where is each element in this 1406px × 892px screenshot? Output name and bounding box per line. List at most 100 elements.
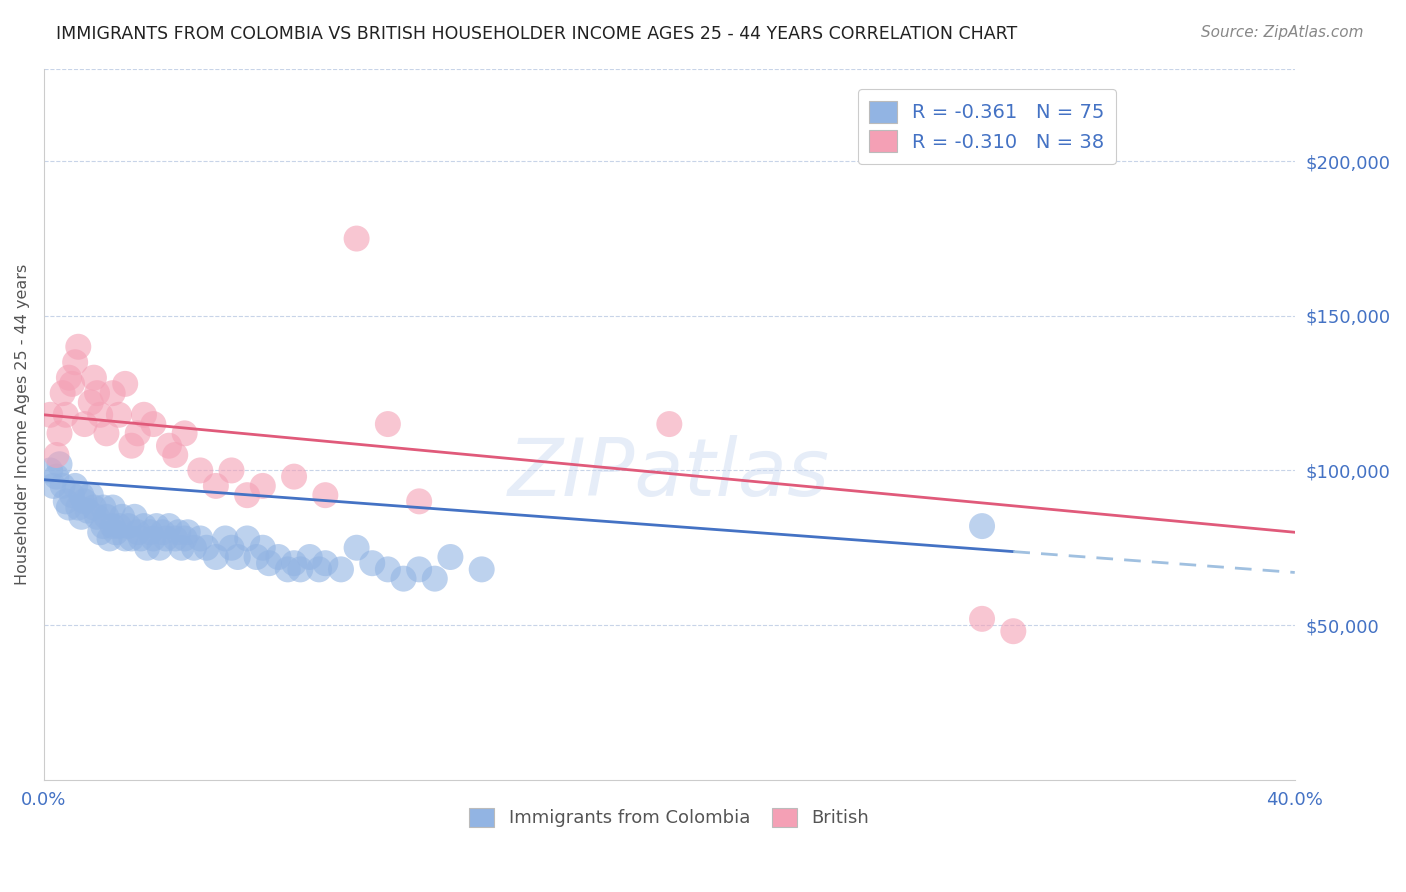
- Point: [108, 519, 131, 533]
- Point: [252, 541, 274, 555]
- Text: Source: ZipAtlas.com: Source: ZipAtlas.com: [1201, 25, 1364, 40]
- Point: [167, 525, 190, 540]
- Point: [157, 519, 180, 533]
- Point: [346, 231, 368, 245]
- Point: [96, 509, 118, 524]
- Point: [60, 376, 83, 391]
- Point: [73, 494, 96, 508]
- Point: [132, 408, 155, 422]
- Point: [67, 500, 90, 515]
- Point: [173, 426, 195, 441]
- Point: [188, 463, 211, 477]
- Point: [408, 562, 430, 576]
- Point: [132, 519, 155, 533]
- Point: [80, 488, 103, 502]
- Point: [39, 408, 62, 422]
- Point: [170, 541, 193, 555]
- Point: [114, 532, 136, 546]
- Point: [145, 519, 167, 533]
- Point: [658, 417, 681, 431]
- Point: [73, 417, 96, 431]
- Point: [283, 469, 305, 483]
- Point: [39, 463, 62, 477]
- Point: [392, 572, 415, 586]
- Point: [970, 519, 993, 533]
- Point: [361, 556, 384, 570]
- Point: [408, 494, 430, 508]
- Point: [101, 500, 124, 515]
- Legend: Immigrants from Colombia, British: Immigrants from Colombia, British: [463, 801, 877, 835]
- Point: [48, 457, 70, 471]
- Point: [55, 408, 77, 422]
- Point: [226, 549, 249, 564]
- Point: [471, 562, 494, 576]
- Point: [114, 376, 136, 391]
- Point: [86, 386, 108, 401]
- Point: [165, 532, 187, 546]
- Point: [70, 509, 93, 524]
- Point: [45, 448, 67, 462]
- Point: [120, 439, 142, 453]
- Point: [48, 426, 70, 441]
- Text: ZIPatlas: ZIPatlas: [508, 434, 831, 513]
- Point: [60, 488, 83, 502]
- Point: [314, 488, 336, 502]
- Point: [423, 572, 446, 586]
- Point: [96, 426, 118, 441]
- Point: [124, 509, 146, 524]
- Point: [188, 532, 211, 546]
- Text: IMMIGRANTS FROM COLOMBIA VS BRITISH HOUSEHOLDER INCOME AGES 25 - 44 YEARS CORREL: IMMIGRANTS FROM COLOMBIA VS BRITISH HOUS…: [56, 25, 1018, 43]
- Point: [439, 549, 461, 564]
- Point: [70, 488, 93, 502]
- Point: [67, 340, 90, 354]
- Point: [377, 562, 399, 576]
- Point: [173, 532, 195, 546]
- Point: [136, 541, 159, 555]
- Point: [205, 549, 228, 564]
- Point: [55, 494, 77, 508]
- Point: [111, 509, 134, 524]
- Point: [101, 519, 124, 533]
- Point: [58, 370, 80, 384]
- Point: [195, 541, 218, 555]
- Point: [155, 532, 177, 546]
- Point: [377, 417, 399, 431]
- Point: [346, 541, 368, 555]
- Point: [149, 541, 172, 555]
- Point: [330, 562, 353, 576]
- Point: [970, 612, 993, 626]
- Point: [117, 519, 139, 533]
- Point: [236, 488, 259, 502]
- Point: [142, 532, 165, 546]
- Point: [76, 503, 98, 517]
- Point: [80, 395, 103, 409]
- Point: [205, 479, 228, 493]
- Point: [127, 426, 149, 441]
- Point: [142, 417, 165, 431]
- Point: [308, 562, 330, 576]
- Point: [236, 532, 259, 546]
- Point: [98, 532, 121, 546]
- Point: [63, 355, 86, 369]
- Point: [89, 525, 111, 540]
- Point: [86, 509, 108, 524]
- Point: [91, 500, 114, 515]
- Point: [183, 541, 205, 555]
- Point: [165, 448, 187, 462]
- Point: [101, 386, 124, 401]
- Point: [283, 556, 305, 570]
- Point: [314, 556, 336, 570]
- Point: [120, 532, 142, 546]
- Point: [139, 525, 162, 540]
- Point: [298, 549, 321, 564]
- Point: [89, 408, 111, 422]
- Point: [42, 479, 65, 493]
- Point: [221, 463, 243, 477]
- Point: [214, 532, 236, 546]
- Point: [267, 549, 290, 564]
- Point: [277, 562, 299, 576]
- Point: [157, 439, 180, 453]
- Point: [58, 500, 80, 515]
- Point: [152, 525, 174, 540]
- Point: [290, 562, 312, 576]
